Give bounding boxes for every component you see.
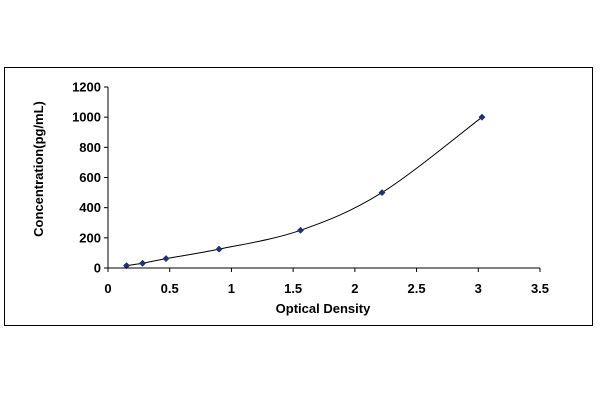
y-tick-label: 1200 — [72, 80, 101, 95]
y-tick-label: 400 — [79, 200, 101, 215]
x-tick-label: 0.5 — [161, 281, 179, 296]
data-point — [478, 113, 486, 121]
y-tick-label: 600 — [79, 170, 101, 185]
x-tick-label: 3.5 — [531, 281, 549, 296]
x-tick-label: 2 — [351, 281, 358, 296]
y-axis-title: Concentration(pg/mL) — [31, 101, 46, 237]
data-point — [139, 259, 147, 267]
trend-line — [126, 116, 483, 267]
data-point — [378, 189, 386, 197]
x-tick-label: 0 — [104, 281, 111, 296]
data-point — [122, 262, 131, 270]
x-axis-title: Optical Density — [276, 301, 371, 316]
y-tick-label: 800 — [79, 140, 101, 155]
y-tick-label: 1000 — [72, 110, 101, 125]
x-tick-label: 2.5 — [408, 281, 426, 296]
y-tick-label: 200 — [79, 230, 101, 245]
data-point — [162, 255, 170, 263]
plot-area — [122, 113, 486, 270]
x-tick-label: 3 — [475, 281, 482, 296]
x-tick-label: 1.5 — [284, 281, 302, 296]
y-tick-label: 0 — [94, 261, 101, 276]
chart-frame — [4, 67, 593, 326]
data-point — [215, 245, 223, 253]
axes: 0 200 400 600 800 1000 1200 0 0.5 1 1.5 2 2.5 3 3.5 — [72, 80, 549, 297]
x-tick-label: 1 — [228, 281, 235, 296]
data-point — [296, 226, 305, 234]
